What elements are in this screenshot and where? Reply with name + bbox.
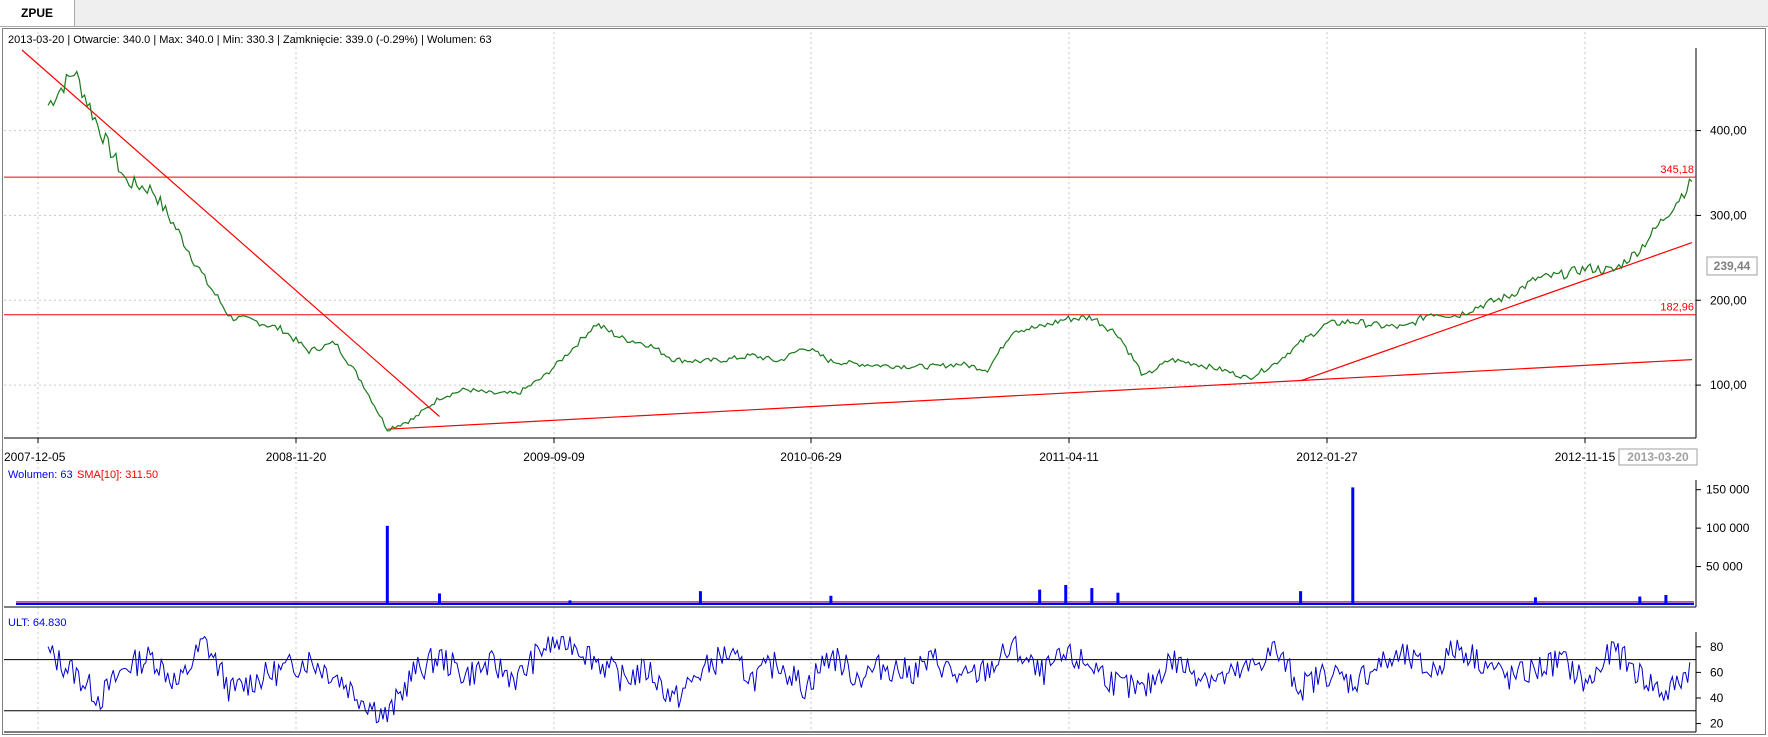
trend-lines bbox=[21, 49, 1693, 430]
ult-legend: ULT: 64.830 bbox=[8, 617, 67, 629]
last-value-box bbox=[1706, 256, 1758, 276]
price-panel: 2013-03-20 | Otwarcie: 340.0 | Max: 340.… bbox=[4, 34, 1758, 466]
horizontal-levels: 345,18 182,96 bbox=[4, 164, 1696, 316]
y-tick-label: 300,00 bbox=[1710, 208, 1747, 222]
y-tick-label: 400,00 bbox=[1710, 124, 1747, 138]
volume-y-tick-labels: 50 000 100 000 150 000 bbox=[1696, 483, 1750, 574]
trend-line bbox=[1300, 242, 1693, 382]
x-tick-label: 2012-01-27 bbox=[1296, 450, 1358, 464]
current-date-label: 2013-03-20 bbox=[1627, 450, 1689, 464]
volume-bar bbox=[1116, 592, 1120, 605]
ult-y-tick-label: 20 bbox=[1710, 717, 1724, 731]
volume-bar bbox=[1638, 596, 1642, 605]
x-tick-label: 2011-04-11 bbox=[1039, 450, 1099, 464]
level-label: 182,96 bbox=[1660, 302, 1694, 314]
price-series-line bbox=[47, 70, 1693, 432]
volume-legend: Wolumen: 63 bbox=[8, 469, 73, 481]
price-info-line: 2013-03-20 | Otwarcie: 340.0 | Max: 340.… bbox=[8, 34, 492, 46]
volume-y-tick-label: 50 000 bbox=[1706, 560, 1743, 574]
tab-zpue[interactable]: ZPUE bbox=[0, 0, 75, 26]
volume-bar bbox=[1351, 487, 1355, 605]
price-x-tick-labels: 2007-12-05 2008-11-20 2009-09-09 2010-06-29… bbox=[4, 438, 1616, 464]
current-date-box bbox=[1618, 448, 1698, 466]
ult-panel: ULT: 64.830 20 40 60 80 bbox=[4, 617, 1724, 733]
volume-bar bbox=[568, 600, 572, 605]
volume-y-tick-label: 150 000 bbox=[1706, 483, 1750, 497]
volume-bar bbox=[1299, 591, 1303, 605]
last-value-label: 239,44 bbox=[1714, 259, 1751, 273]
level-label: 345,18 bbox=[1660, 164, 1694, 176]
ult-reference-lines bbox=[4, 659, 1696, 712]
volume-sma-legend: SMA[10]: 311.50 bbox=[77, 469, 158, 481]
ult-y-tick-labels: 20 40 60 80 bbox=[1696, 640, 1724, 731]
ult-y-tick-label: 40 bbox=[1710, 691, 1724, 705]
chart-frame bbox=[2, 28, 1766, 735]
x-tick-label: 2007-12-05 bbox=[4, 450, 66, 464]
volume-panel: Wolumen: 63 SMA[10]: 311.50 50 000 100 00… bbox=[4, 469, 1750, 608]
x-tick-label: 2012-11-15 bbox=[1555, 450, 1616, 464]
trend-line bbox=[21, 49, 440, 417]
volume-bar bbox=[1090, 588, 1094, 605]
volume-bar bbox=[698, 591, 702, 605]
volume-baseline bbox=[16, 602, 1694, 605]
grid-lines bbox=[4, 32, 1696, 730]
tab-bar: ZPUE bbox=[0, 0, 1768, 27]
x-tick-label: 2008-11-20 bbox=[266, 450, 327, 464]
ult-y-tick-label: 60 bbox=[1710, 665, 1724, 679]
volume-bar bbox=[829, 595, 833, 605]
price-y-tick-labels: 100,00 200,00 300,00 400,00 bbox=[1696, 124, 1747, 392]
volume-bar bbox=[438, 593, 441, 605]
volume-y-tick-label: 100 000 bbox=[1706, 521, 1750, 535]
trend-line bbox=[387, 359, 1693, 430]
y-tick-label: 100,00 bbox=[1710, 378, 1747, 392]
volume-bar bbox=[385, 525, 389, 605]
volume-bar bbox=[1664, 595, 1668, 605]
volume-bar bbox=[1038, 589, 1042, 605]
volume-bars bbox=[16, 487, 1694, 605]
ult-series-line bbox=[47, 635, 1691, 724]
y-tick-label: 200,00 bbox=[1710, 293, 1747, 307]
volume-bar bbox=[1064, 585, 1068, 605]
x-tick-label: 2009-09-09 bbox=[523, 450, 585, 464]
volume-bar bbox=[1533, 597, 1537, 605]
x-tick-label: 2010-06-29 bbox=[780, 450, 842, 464]
ult-y-tick-label: 80 bbox=[1710, 640, 1724, 654]
